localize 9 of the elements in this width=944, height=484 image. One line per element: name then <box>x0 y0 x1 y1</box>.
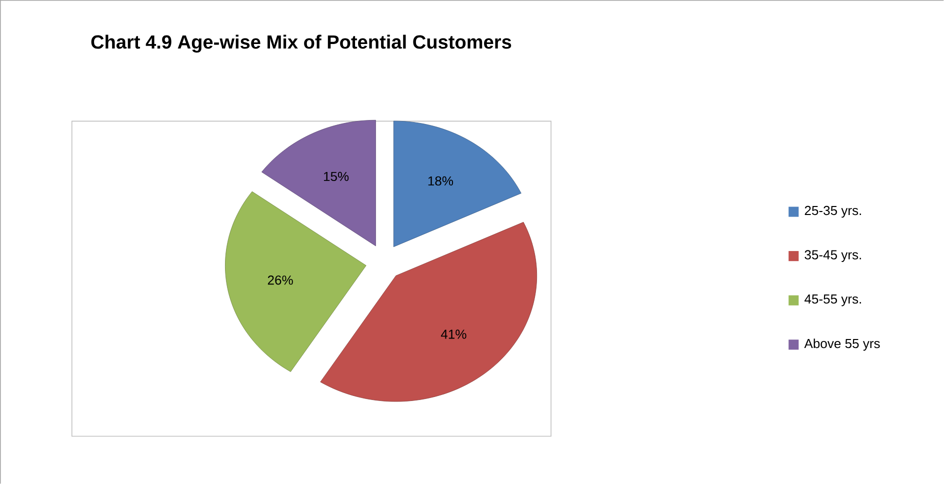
data-label: 41% <box>440 330 466 339</box>
legend-label: 45-55 yrs. <box>804 294 861 306</box>
data-label: 15% <box>324 172 349 182</box>
data-label: 18% <box>428 176 454 186</box>
legend-label: Above 55 yrs <box>804 338 880 351</box>
legend-label: 25-35 yrs. <box>804 206 861 218</box>
data-label: 26% <box>268 276 293 285</box>
chart-title: Chart 4.9 Age-wise Mix of Potential Customers <box>91 34 512 53</box>
legend-label: 35-45 yrs. <box>804 250 861 262</box>
